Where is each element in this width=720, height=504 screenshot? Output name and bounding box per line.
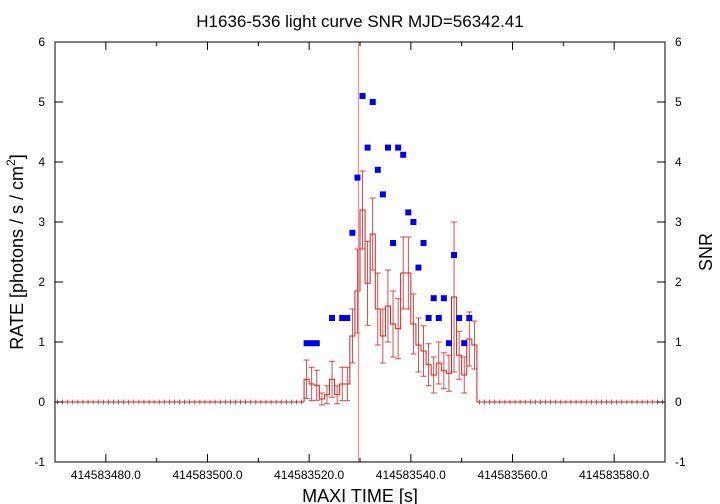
snr-point [354, 174, 361, 181]
snr-point [344, 315, 351, 321]
y-tick-label: 2 [38, 275, 45, 289]
x-tick-label: 414583580.0 [579, 468, 649, 482]
snr-point [384, 144, 391, 151]
snr-point [435, 315, 442, 321]
y-axis-label: RATE [photons / s / cm2] [4, 154, 27, 349]
snr-point [430, 295, 437, 302]
snr-point [461, 340, 468, 347]
snr-point [369, 99, 376, 105]
x-tick-label: 414583480.0 [71, 468, 141, 482]
snr-point [349, 229, 356, 236]
y2-tick-label: -1 [675, 455, 686, 469]
y-axis-label-suffix: ] [7, 154, 27, 159]
rate-histogram [303, 209, 478, 402]
x-tick-label: 414583500.0 [172, 468, 242, 482]
axes: 414583480.0 414583500.0 414583520.0 4145835… [34, 35, 686, 482]
y2-tick-label: 1 [675, 335, 682, 349]
chart-title: H1636-536 light curve SNR MJD=56342.41 [196, 12, 523, 31]
snr-point [374, 166, 381, 173]
snr-point [466, 315, 473, 321]
snr-point [329, 315, 336, 321]
snr-point [415, 264, 422, 271]
y2-tick-label: 6 [675, 35, 682, 49]
x-axis-label: MAXI TIME [s] [302, 486, 418, 504]
snr-point [395, 144, 402, 151]
y-tick-label: -1 [34, 455, 45, 469]
snr-point [456, 315, 463, 321]
y2-tick-label: 3 [675, 215, 682, 229]
snr-point [420, 240, 427, 246]
y-tick-label: 5 [38, 95, 45, 109]
snr-point [339, 315, 346, 321]
plot-area [55, 42, 665, 462]
y-tick-label: 1 [38, 335, 45, 349]
snr-point [359, 93, 366, 99]
snr-point [425, 315, 432, 321]
y2-tick-label: 2 [675, 275, 682, 289]
y-axis-label-superscript: 2 [4, 159, 18, 166]
y2-tick-label: 5 [675, 95, 682, 109]
snr-point [313, 340, 320, 347]
snr-point [410, 219, 417, 225]
x-tick-label: 414583540.0 [376, 468, 446, 482]
snr-point [440, 295, 447, 302]
y2-axis-label: SNR [696, 233, 716, 271]
snr-point [445, 340, 452, 347]
snr-point [303, 340, 310, 347]
snr-point [379, 191, 386, 198]
snr-point [405, 209, 412, 216]
snr-point [451, 252, 458, 258]
y-tick-label: 3 [38, 215, 45, 229]
x-tick-label: 414583520.0 [274, 468, 344, 482]
snr-point [308, 340, 315, 347]
snr-point [400, 151, 407, 158]
x-tick-label: 414583560.0 [477, 468, 547, 482]
snr-point [390, 240, 397, 246]
y-axis-label-main: RATE [photons / s / cm [7, 166, 27, 350]
snr-point [364, 144, 371, 151]
y-tick-label: 4 [38, 155, 45, 169]
y-tick-label: 0 [38, 395, 45, 409]
y2-tick-label: 0 [675, 395, 682, 409]
y2-tick-label: 4 [675, 155, 682, 169]
y-tick-label: 6 [38, 35, 45, 49]
